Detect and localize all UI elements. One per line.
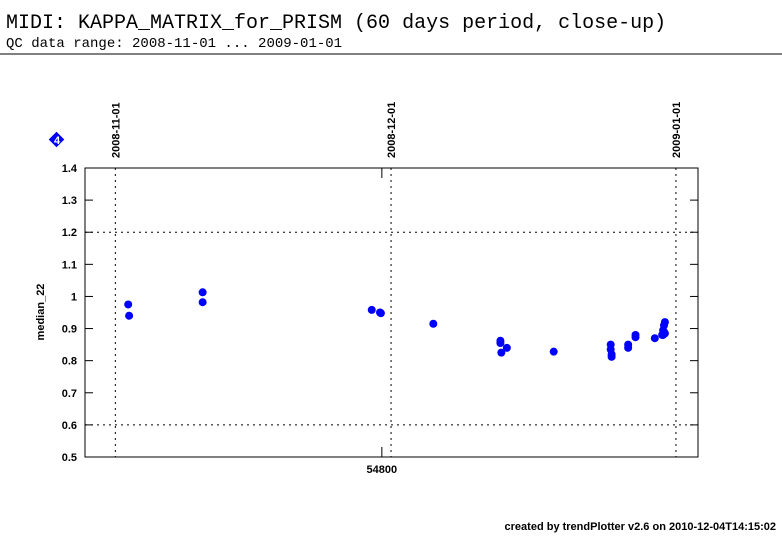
date-label: 2008-11-01 bbox=[110, 102, 122, 158]
y-tick-label: 1 bbox=[71, 291, 77, 303]
point bbox=[607, 352, 616, 361]
point bbox=[497, 348, 506, 357]
y-tick-label: 1.3 bbox=[62, 195, 77, 207]
y-axis-label: median_22 bbox=[35, 284, 47, 341]
point bbox=[631, 333, 640, 342]
footer: created by trendPlotter v2.6 on 2010-12-… bbox=[505, 521, 776, 533]
point bbox=[502, 343, 511, 352]
badge-diamond bbox=[48, 131, 65, 148]
date-label: 2009-01-01 bbox=[671, 102, 683, 158]
y-tick-label: 1.1 bbox=[62, 259, 77, 271]
x-tick-label: 54800 bbox=[367, 464, 398, 476]
point bbox=[429, 319, 438, 328]
y-tick-label: 0.8 bbox=[62, 356, 77, 368]
point bbox=[367, 305, 376, 314]
y-tick-label: 0.9 bbox=[62, 324, 77, 336]
point bbox=[376, 309, 385, 318]
point bbox=[659, 330, 668, 339]
point bbox=[624, 343, 633, 352]
point bbox=[650, 334, 659, 343]
chart-title: MIDI: KAPPA_MATRIX_for_PRISM (60 days pe… bbox=[6, 12, 666, 35]
point bbox=[496, 339, 505, 348]
y-tick-label: 1.4 bbox=[62, 163, 78, 175]
point bbox=[549, 347, 558, 356]
y-tick-label: 1.2 bbox=[62, 227, 77, 239]
badge-label: 4 bbox=[54, 135, 61, 147]
point bbox=[125, 311, 134, 320]
y-tick-label: 0.6 bbox=[62, 420, 77, 432]
point bbox=[660, 318, 669, 327]
date-label: 2008-12-01 bbox=[386, 102, 398, 158]
chart-subtitle: QC data range: 2008-11-01 ... 2009-01-01 bbox=[6, 36, 342, 52]
y-tick-label: 0.5 bbox=[62, 452, 77, 464]
point bbox=[198, 288, 207, 297]
y-tick-label: 0.7 bbox=[62, 388, 77, 400]
point bbox=[198, 298, 207, 307]
point bbox=[124, 300, 133, 309]
